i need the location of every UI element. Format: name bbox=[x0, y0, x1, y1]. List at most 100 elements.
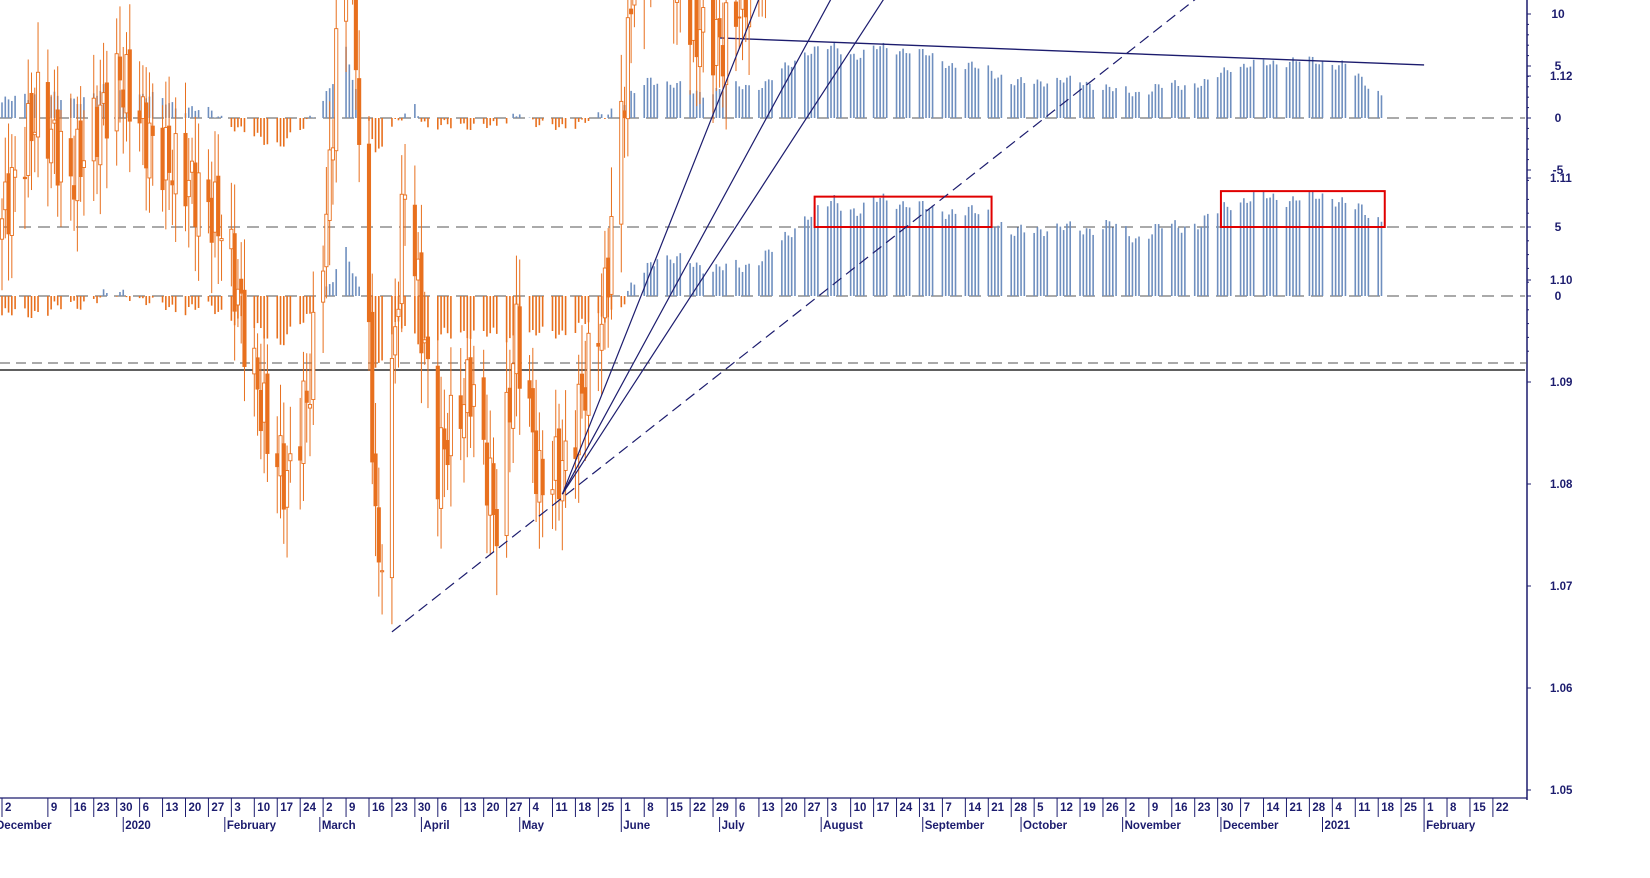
x-day-label: 14 bbox=[968, 802, 981, 814]
x-day-label: 6 bbox=[441, 802, 447, 814]
x-day-label: 27 bbox=[211, 802, 224, 814]
candle-body bbox=[81, 160, 86, 168]
candle-body bbox=[606, 257, 611, 298]
candle-body bbox=[150, 125, 155, 136]
candle-body bbox=[674, 0, 680, 3]
candle-body bbox=[321, 270, 326, 303]
x-month-label: September bbox=[925, 820, 985, 832]
y-tick-label: 1.06 bbox=[1550, 683, 1572, 695]
x-day-label: 24 bbox=[303, 802, 316, 814]
candle-body bbox=[717, 18, 722, 38]
candle-body bbox=[49, 128, 54, 164]
candle-body bbox=[366, 143, 372, 323]
x-day-label: 3 bbox=[234, 802, 240, 814]
candle-body bbox=[58, 130, 64, 183]
x-day-label: 18 bbox=[1381, 802, 1394, 814]
candle-body bbox=[691, 0, 696, 41]
x-day-label: 23 bbox=[97, 802, 110, 814]
candle-body bbox=[216, 175, 221, 237]
candle-body bbox=[78, 120, 83, 177]
candle-body bbox=[114, 53, 119, 132]
y-tick-label: 5 bbox=[1555, 220, 1562, 234]
candle-body bbox=[550, 489, 555, 495]
x-day-label: 1 bbox=[1427, 802, 1434, 814]
candle-body bbox=[419, 252, 424, 354]
x-day-label: 9 bbox=[51, 802, 57, 814]
candle-body bbox=[599, 323, 604, 351]
candle-body bbox=[422, 339, 427, 344]
x-day-label: 29 bbox=[716, 802, 729, 814]
x-day-label: 8 bbox=[647, 802, 654, 814]
candle-body bbox=[747, 0, 752, 28]
candle-body bbox=[304, 390, 309, 403]
x-day-label: 9 bbox=[349, 802, 355, 814]
y-tick-label: 0 bbox=[1555, 111, 1562, 125]
candle-body bbox=[560, 460, 565, 502]
candle-body bbox=[75, 128, 80, 202]
x-month-label: December bbox=[0, 820, 52, 832]
x-day-label: 14 bbox=[1267, 802, 1280, 814]
candle-body bbox=[553, 436, 558, 481]
candle-body bbox=[104, 82, 109, 139]
candle-body bbox=[471, 384, 476, 407]
candle-body bbox=[461, 404, 467, 439]
candle-body bbox=[439, 427, 444, 509]
candle-body bbox=[344, 0, 349, 22]
x-day-label: 23 bbox=[395, 802, 408, 814]
candle-body bbox=[527, 380, 532, 399]
candle-body bbox=[740, 0, 745, 10]
candle-body bbox=[196, 172, 201, 237]
candle-body bbox=[91, 97, 96, 162]
candle-body bbox=[724, 2, 729, 86]
candle-body bbox=[579, 373, 585, 394]
x-day-label: 2 bbox=[326, 802, 332, 814]
x-day-label: 18 bbox=[578, 802, 591, 814]
candle-body bbox=[396, 308, 401, 318]
candle-body bbox=[694, 0, 699, 58]
candle-body bbox=[137, 110, 142, 124]
candle-body bbox=[235, 288, 240, 306]
candle-body bbox=[330, 147, 335, 161]
x-month-label: 2020 bbox=[125, 820, 151, 832]
candle-body bbox=[288, 453, 293, 462]
price-trendline bbox=[561, 0, 760, 495]
x-day-label: 13 bbox=[166, 802, 179, 814]
candle-body bbox=[160, 127, 165, 191]
y-tick-label: 1.11 bbox=[1550, 173, 1572, 185]
candle-body bbox=[697, 29, 702, 68]
candle-body bbox=[511, 363, 516, 429]
x-day-label: 26 bbox=[1106, 802, 1119, 814]
x-day-label: 11 bbox=[1358, 802, 1371, 814]
highlight-box bbox=[813, 195, 993, 228]
candle-body bbox=[710, 0, 716, 76]
x-day-label: 22 bbox=[1496, 802, 1509, 814]
y-tick-label: 1.07 bbox=[1550, 581, 1572, 593]
candle-body bbox=[586, 332, 591, 416]
candle-body bbox=[435, 365, 440, 500]
candle-body bbox=[242, 289, 247, 367]
candle-body bbox=[68, 138, 73, 177]
candle-body bbox=[239, 278, 244, 294]
x-day-label: 13 bbox=[762, 802, 775, 814]
candle-body bbox=[163, 127, 168, 181]
candle-body bbox=[370, 311, 375, 463]
candle-body bbox=[743, 0, 748, 18]
x-month-label: December bbox=[1223, 820, 1279, 832]
candle-body bbox=[281, 443, 286, 510]
x-month-label: July bbox=[722, 820, 746, 832]
candle-body bbox=[301, 380, 306, 464]
y-tick-label: 5 bbox=[1555, 59, 1562, 73]
price-trendline bbox=[561, 0, 884, 495]
candle-body bbox=[52, 119, 57, 124]
candle-body bbox=[255, 357, 260, 390]
x-day-label: 22 bbox=[693, 802, 706, 814]
candle-body bbox=[596, 343, 601, 347]
x-month-label: October bbox=[1023, 820, 1068, 832]
x-day-label: 28 bbox=[1014, 802, 1027, 814]
y-tick-label: 1.08 bbox=[1550, 479, 1573, 491]
candle-body bbox=[622, 110, 627, 119]
x-day-label: 2 bbox=[5, 802, 11, 814]
x-month-label: April bbox=[423, 820, 449, 832]
